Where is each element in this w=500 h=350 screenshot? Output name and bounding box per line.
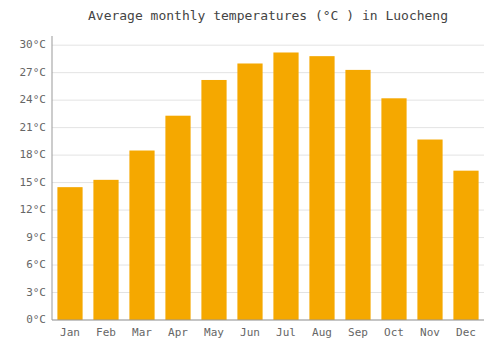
bar [237,63,262,320]
x-tick-label: Dec [456,326,476,339]
bar [273,52,298,320]
bar [417,140,442,320]
x-tick-label: Sep [348,326,368,339]
y-tick-label: 21°C [20,121,47,134]
x-tick-label: Apr [168,326,188,339]
grid-line [52,320,484,321]
title: Average monthly temperatures (°C ) in Lu… [88,8,448,23]
bar [309,56,334,320]
x-tick-label: Jan [60,326,80,339]
y-tick-label: 6°C [26,258,46,271]
chart: 0°C 3°C 6°C 9°C 12°C 15°C 18°C 21°C 24°C 27°C 30°C… [0,0,500,350]
grid-line [52,72,484,73]
y-tick-label: 18°C [20,148,47,161]
y-tick-label: 30°C [20,38,47,51]
bar [165,116,190,320]
chart-container: 0°C 3°C 6°C 9°C 12°C 15°C 18°C 21°C 24°C 27°C 30°C… [0,0,500,350]
grid-line [52,45,484,46]
y-tick-label: 3°C [26,286,46,299]
x-tick-label: Aug [312,326,332,339]
x-tick-label: Feb [96,326,116,339]
bar [201,80,226,320]
y-tick-label: 12°C [20,203,47,216]
bar [345,70,370,320]
bar [57,187,82,320]
bar [129,151,154,320]
x-tick-label: Oct [384,326,404,339]
grid-line [52,100,484,101]
x-tick-label: Mar [132,326,152,339]
bars [57,52,478,320]
x-tick-label: Jun [240,326,260,339]
y-tick-label: 15°C [20,176,47,189]
y-axis-line [52,36,53,320]
bar [381,98,406,320]
x-tick-label: May [204,326,224,339]
y-tick-label: 0°C [26,313,46,326]
x-tick-label: Jul [276,326,296,339]
y-tick-label: 27°C [20,66,47,79]
grid-line [52,127,484,128]
x-tick-label: Nov [420,326,440,339]
bar [453,171,478,320]
bar [93,180,118,320]
x-axis-line [52,320,484,321]
y-grid [52,45,484,320]
y-tick-label: 9°C [26,231,46,244]
y-tick-label: 24°C [20,93,47,106]
